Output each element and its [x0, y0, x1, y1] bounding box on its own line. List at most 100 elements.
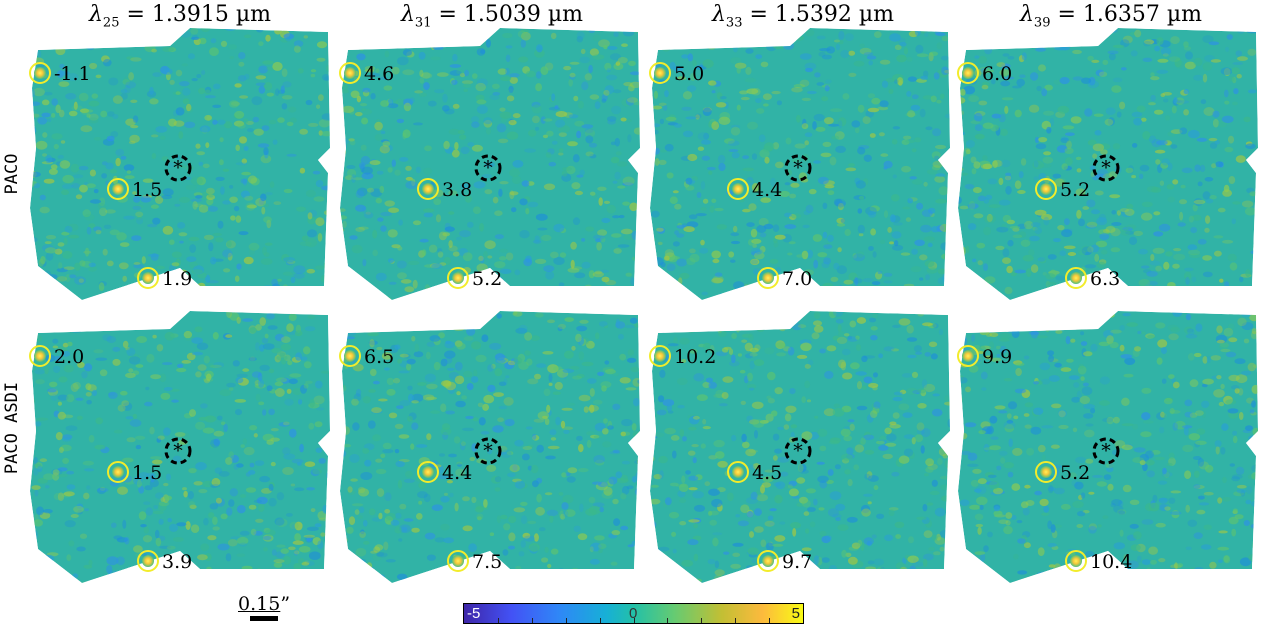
noise-speckle	[546, 130, 554, 137]
noise-speckle	[1023, 355, 1030, 360]
noise-speckle	[195, 286, 203, 292]
noise-speckle	[1235, 374, 1248, 384]
noise-speckle	[380, 225, 387, 232]
noise-speckle	[1182, 444, 1194, 453]
noise-speckle	[574, 272, 586, 279]
noise-speckle	[1005, 175, 1012, 181]
noise-speckle	[981, 81, 990, 88]
noise-speckle	[678, 277, 683, 285]
noise-speckle	[883, 346, 895, 352]
noise-speckle	[721, 392, 729, 399]
noise-speckle	[188, 53, 195, 60]
noise-speckle	[103, 224, 112, 229]
noise-speckle	[361, 172, 374, 180]
noise-speckle	[461, 80, 474, 85]
noise-speckle	[197, 364, 207, 371]
noise-speckle	[1095, 240, 1108, 248]
noise-speckle	[132, 413, 138, 419]
noise-speckle	[284, 398, 294, 406]
noise-speckle	[967, 223, 977, 231]
noise-speckle	[165, 317, 176, 323]
noise-speckle	[534, 312, 544, 318]
noise-speckle	[135, 211, 144, 218]
noise-speckle	[1018, 171, 1024, 179]
noise-speckle	[772, 543, 784, 547]
noise-speckle	[93, 137, 102, 141]
noise-speckle	[731, 152, 740, 159]
noise-speckle	[561, 173, 572, 182]
snr-value: 1.5	[132, 462, 162, 484]
noise-speckle	[505, 252, 514, 261]
noise-speckle	[1050, 44, 1055, 48]
noise-speckle	[1221, 115, 1234, 124]
noise-speckle	[1200, 99, 1207, 105]
noise-speckle	[136, 217, 144, 225]
noise-speckle	[116, 232, 127, 241]
noise-speckle	[1108, 28, 1118, 33]
noise-speckle	[1231, 67, 1241, 75]
noise-speckle	[303, 346, 311, 355]
noise-speckle	[446, 480, 453, 484]
detection-map-panel: 6.05.26.3*	[957, 28, 1258, 300]
noise-speckle	[61, 231, 70, 236]
noise-speckle	[303, 361, 312, 369]
noise-speckle	[350, 478, 358, 482]
noise-speckle	[306, 268, 316, 274]
noise-speckle	[274, 381, 284, 387]
noise-speckle	[1043, 216, 1050, 226]
noise-speckle	[835, 198, 846, 208]
noise-speckle	[223, 423, 228, 432]
noise-speckle	[866, 55, 877, 60]
noise-speckle	[282, 467, 294, 475]
noise-speckle	[1072, 49, 1082, 55]
noise-speckle	[452, 327, 465, 331]
noise-speckle	[1209, 195, 1217, 200]
noise-speckle	[128, 356, 141, 365]
noise-speckle	[677, 404, 685, 409]
noise-speckle	[224, 287, 233, 292]
noise-speckle	[1092, 173, 1100, 181]
noise-speckle	[344, 264, 349, 269]
noise-speckle	[52, 472, 60, 481]
noise-speckle	[385, 559, 396, 563]
noise-speckle	[541, 557, 549, 563]
noise-speckle	[822, 231, 828, 239]
noise-speckle	[819, 445, 827, 452]
noise-speckle	[340, 278, 348, 287]
companion-circle	[757, 550, 779, 572]
noise-speckle	[708, 510, 713, 516]
noise-speckle	[1076, 390, 1082, 400]
noise-speckle	[661, 43, 672, 52]
noise-speckle	[497, 68, 507, 75]
noise-speckle	[854, 444, 865, 453]
noise-speckle	[601, 276, 610, 283]
noise-speckle	[547, 364, 559, 374]
noise-speckle	[911, 94, 919, 99]
noise-speckle	[1188, 249, 1201, 256]
noise-speckle	[434, 89, 445, 94]
noise-speckle	[215, 237, 224, 243]
noise-speckle	[132, 191, 137, 195]
noise-speckle	[1141, 117, 1147, 122]
noise-speckle	[1016, 520, 1023, 524]
noise-speckle	[1216, 325, 1223, 334]
noise-speckle	[388, 412, 398, 419]
noise-speckle	[634, 460, 640, 465]
noise-speckle	[590, 434, 600, 439]
noise-speckle	[33, 468, 39, 476]
noise-speckle	[1139, 173, 1144, 179]
noise-speckle	[664, 427, 676, 435]
noise-speckle	[789, 319, 797, 326]
noise-speckle	[911, 179, 923, 185]
noise-speckle	[892, 244, 904, 251]
noise-speckle	[589, 558, 600, 565]
noise-speckle	[842, 93, 850, 100]
noise-speckle	[448, 294, 460, 300]
noise-speckle	[693, 523, 698, 529]
noise-speckle	[210, 256, 217, 265]
noise-speckle	[384, 50, 390, 58]
noise-speckle	[903, 571, 914, 577]
noise-speckle	[821, 535, 831, 544]
noise-speckle	[52, 345, 59, 349]
noise-speckle	[93, 189, 99, 194]
